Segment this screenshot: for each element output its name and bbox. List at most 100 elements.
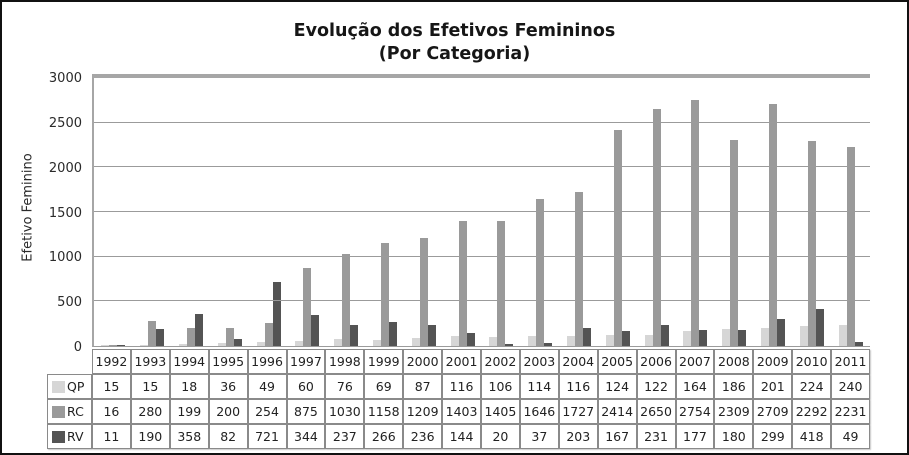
bar-rv-2005 — [621, 331, 630, 346]
bar-rv-1996 — [272, 281, 281, 346]
value-rc-1999: 1158 — [364, 399, 404, 424]
bar-rc-1999 — [380, 242, 389, 346]
value-qp-2004: 116 — [558, 374, 598, 399]
value-qp-1993: 15 — [130, 374, 170, 399]
value-qp-1998: 76 — [325, 374, 365, 399]
year-header-2006: 2006 — [636, 349, 676, 374]
bar-group-1992 — [94, 78, 133, 346]
value-rv-2000: 236 — [403, 424, 443, 449]
value-rc-2006: 2650 — [636, 399, 676, 424]
value-rv-2010: 418 — [792, 424, 832, 449]
bar-groups — [94, 78, 870, 346]
value-rv-1996: 721 — [247, 424, 287, 449]
bar-group-2009 — [754, 78, 793, 346]
bar-rc-2010 — [807, 141, 816, 346]
bar-rc-1996 — [264, 323, 273, 346]
value-rc-2007: 2754 — [675, 399, 715, 424]
y-tick-label: 500 — [57, 295, 82, 311]
bar-rv-2001 — [466, 333, 475, 346]
bar-group-1995 — [210, 78, 249, 346]
value-rc-2008: 2309 — [714, 399, 754, 424]
bar-group-2002 — [482, 78, 521, 346]
value-rv-2004: 203 — [558, 424, 598, 449]
bar-qp-1997 — [295, 340, 304, 346]
value-qp-1996: 49 — [247, 374, 287, 399]
value-rc-2004: 1727 — [558, 399, 598, 424]
value-qp-2000: 87 — [403, 374, 443, 399]
gridline — [94, 121, 870, 123]
year-header-2003: 2003 — [519, 349, 559, 374]
value-qp-2010: 224 — [792, 374, 832, 399]
bar-rv-2009 — [776, 319, 785, 346]
value-qp-1992: 15 — [92, 374, 131, 399]
bar-group-2011 — [831, 78, 870, 346]
bar-group-2005 — [598, 78, 637, 346]
value-rv-1992: 11 — [92, 424, 131, 449]
y-tick-label: 2000 — [48, 160, 82, 176]
bar-rc-2002 — [497, 220, 506, 346]
value-rc-2011: 2231 — [831, 399, 870, 424]
value-qp-2009: 201 — [753, 374, 793, 399]
value-rc-2010: 2292 — [792, 399, 832, 424]
value-rc-1997: 875 — [286, 399, 326, 424]
gridline — [94, 255, 870, 257]
table-corner-cell — [47, 349, 92, 374]
year-header-2011: 2011 — [831, 349, 870, 374]
legend-cell-qp: QP — [47, 374, 92, 399]
bar-qp-1996 — [256, 341, 265, 346]
value-qp-1994: 18 — [169, 374, 209, 399]
bar-rv-2010 — [815, 308, 824, 346]
year-header-1999: 1999 — [364, 349, 404, 374]
bar-qp-2008 — [722, 329, 731, 346]
value-rv-2003: 37 — [519, 424, 559, 449]
value-rv-2007: 177 — [675, 424, 715, 449]
value-qp-1997: 60 — [286, 374, 326, 399]
bar-qp-1993 — [140, 344, 149, 346]
value-rv-2008: 180 — [714, 424, 754, 449]
bar-qp-2003 — [528, 335, 537, 346]
gridline — [94, 211, 870, 212]
y-axis-ticks: 0 500 1000 1500 2000 2500 3000 — [2, 71, 86, 355]
legend-label-rv: RV — [67, 429, 84, 444]
bar-qp-2006 — [644, 335, 653, 346]
chart-title-line1: Evolução dos Efetivos Femininos — [293, 21, 616, 41]
bar-group-2000 — [404, 78, 443, 346]
year-header-2008: 2008 — [714, 349, 754, 374]
bar-rv-2006 — [660, 325, 669, 346]
bar-group-2007 — [676, 78, 715, 346]
value-rc-2001: 1403 — [442, 399, 481, 424]
bar-rv-1995 — [233, 338, 242, 346]
year-header-1995: 1995 — [208, 349, 248, 374]
bar-rv-1998 — [350, 324, 359, 346]
legend-swatch-rv-icon — [52, 430, 65, 443]
value-qp-2001: 116 — [442, 374, 481, 399]
y-tick-label: 1000 — [48, 250, 82, 266]
bar-rv-1993 — [156, 329, 165, 346]
gridline — [94, 300, 870, 302]
value-qp-1995: 36 — [208, 374, 248, 399]
bar-qp-2000 — [411, 338, 420, 346]
bar-rv-2007 — [699, 330, 708, 346]
bar-group-2001 — [443, 78, 482, 346]
value-rv-2005: 167 — [597, 424, 637, 449]
value-rc-1996: 254 — [247, 399, 287, 424]
value-qp-2005: 124 — [597, 374, 637, 399]
bar-rc-1992 — [109, 344, 118, 346]
bar-rv-1994 — [194, 314, 203, 346]
bar-rc-2011 — [846, 146, 855, 346]
value-rv-2002: 20 — [481, 424, 520, 449]
legend-label-rc: RC — [67, 404, 84, 419]
year-header-2009: 2009 — [753, 349, 793, 374]
bar-qp-1998 — [334, 339, 343, 346]
year-header-2005: 2005 — [597, 349, 637, 374]
y-tick-label: 2500 — [48, 115, 82, 131]
value-rv-1993: 190 — [130, 424, 170, 449]
year-header-2000: 2000 — [403, 349, 443, 374]
value-rc-1994: 199 — [169, 399, 209, 424]
bar-rc-1993 — [148, 321, 157, 346]
value-rv-1997: 344 — [286, 424, 326, 449]
bar-rc-2000 — [419, 238, 428, 346]
value-rc-2003: 1646 — [519, 399, 559, 424]
bar-group-1993 — [133, 78, 172, 346]
